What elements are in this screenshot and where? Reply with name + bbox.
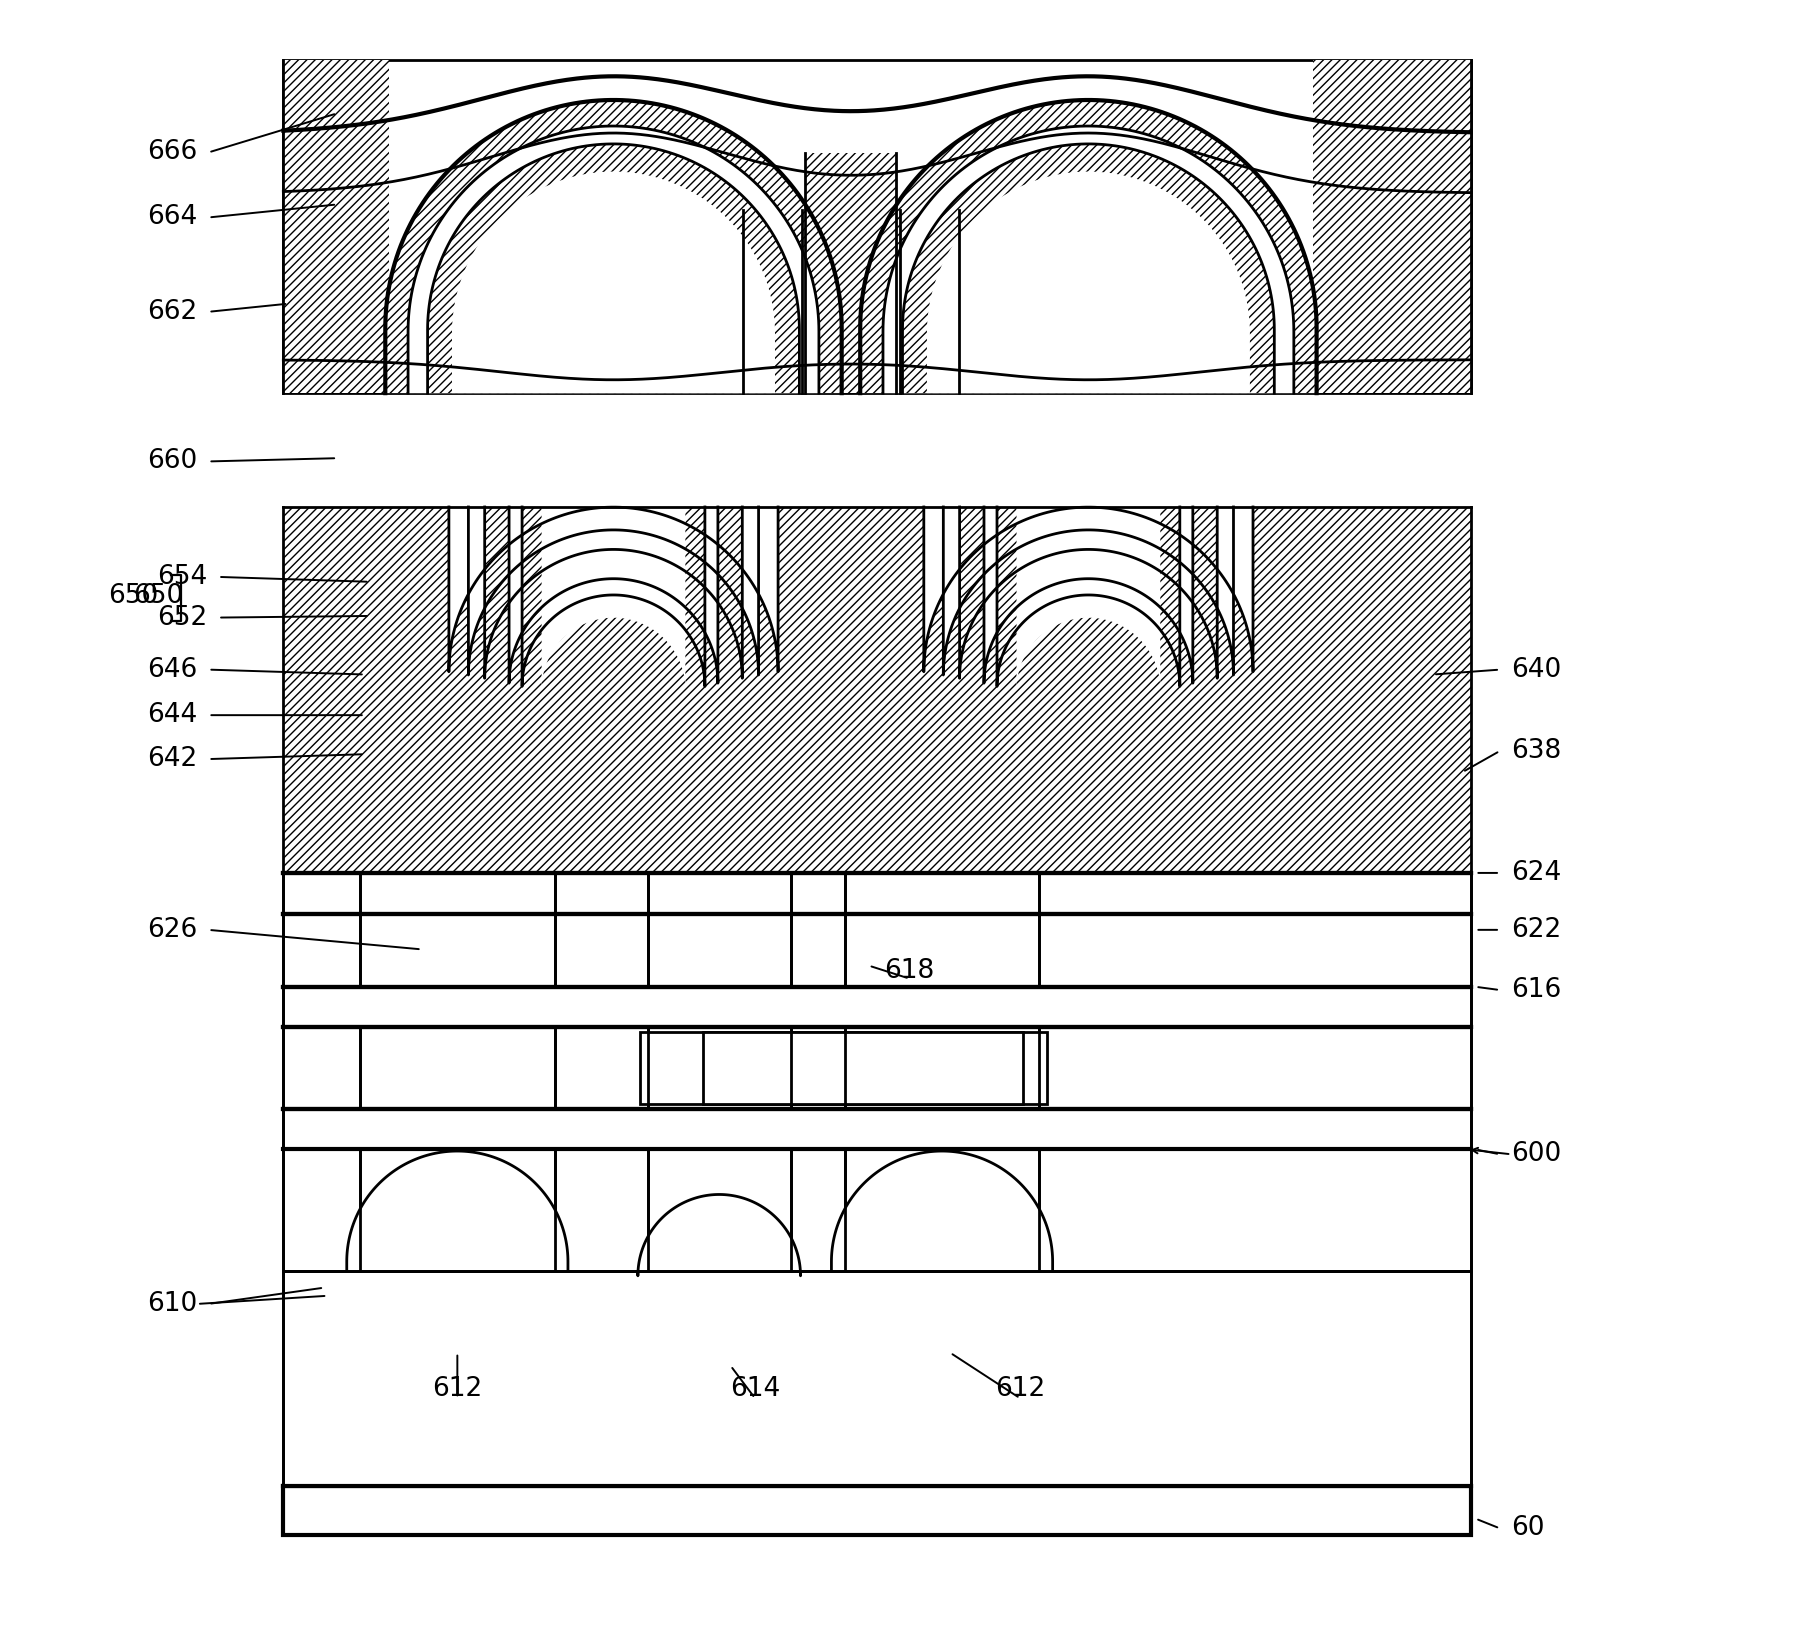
Polygon shape bbox=[522, 508, 706, 687]
Bar bbox=[791, 1028, 844, 1108]
Text: 662: 662 bbox=[147, 299, 196, 325]
Polygon shape bbox=[902, 144, 1275, 393]
Bar bbox=[844, 1028, 1039, 1108]
Bar bbox=[806, 153, 897, 393]
Text: 60: 60 bbox=[1512, 1516, 1544, 1541]
Bar bbox=[284, 1108, 1470, 1149]
Bar bbox=[648, 873, 791, 914]
Bar bbox=[844, 914, 1039, 987]
Polygon shape bbox=[984, 508, 1193, 684]
Bar bbox=[555, 1149, 648, 1271]
Bar bbox=[702, 1033, 1024, 1103]
Bar bbox=[284, 1271, 1470, 1487]
Polygon shape bbox=[944, 508, 1233, 676]
Bar bbox=[360, 873, 555, 914]
Bar bbox=[844, 1149, 1039, 1271]
Text: 638: 638 bbox=[1512, 738, 1561, 764]
Bar bbox=[284, 914, 360, 987]
Polygon shape bbox=[407, 126, 819, 393]
Text: 666: 666 bbox=[147, 139, 196, 165]
Polygon shape bbox=[542, 508, 686, 690]
Text: 622: 622 bbox=[1512, 917, 1561, 943]
Bar bbox=[284, 1149, 360, 1271]
Polygon shape bbox=[386, 100, 842, 393]
Polygon shape bbox=[1017, 508, 1161, 690]
Bar bbox=[791, 914, 844, 987]
Bar bbox=[555, 1028, 648, 1108]
Bar bbox=[1039, 1149, 1470, 1271]
Polygon shape bbox=[427, 144, 799, 393]
Bar bbox=[900, 211, 959, 393]
Bar bbox=[640, 1033, 1048, 1103]
Polygon shape bbox=[509, 508, 719, 684]
Polygon shape bbox=[997, 508, 1181, 687]
Text: 646: 646 bbox=[147, 656, 196, 682]
Text: 616: 616 bbox=[1512, 978, 1561, 1004]
Polygon shape bbox=[928, 171, 1250, 393]
Bar bbox=[1039, 914, 1470, 987]
Bar bbox=[1039, 1028, 1470, 1108]
Polygon shape bbox=[638, 1195, 800, 1276]
Polygon shape bbox=[860, 100, 1317, 393]
Polygon shape bbox=[451, 171, 775, 393]
Bar bbox=[360, 1028, 555, 1108]
Bar bbox=[1039, 873, 1470, 914]
Bar bbox=[360, 914, 555, 987]
Text: 624: 624 bbox=[1512, 860, 1561, 886]
Bar bbox=[360, 1149, 555, 1271]
Text: 660: 660 bbox=[147, 449, 196, 475]
Bar bbox=[648, 914, 791, 987]
Text: 600: 600 bbox=[1512, 1141, 1561, 1167]
Text: 664: 664 bbox=[147, 204, 196, 230]
Bar bbox=[284, 1028, 1470, 1108]
Bar bbox=[1313, 60, 1470, 393]
Text: 652: 652 bbox=[156, 604, 207, 630]
Text: 640: 640 bbox=[1512, 656, 1561, 682]
Bar bbox=[284, 60, 389, 393]
Polygon shape bbox=[924, 508, 1253, 672]
Bar bbox=[284, 1028, 360, 1108]
Bar bbox=[284, 914, 1470, 987]
Bar bbox=[284, 1487, 1470, 1534]
Bar bbox=[744, 211, 802, 393]
Polygon shape bbox=[484, 508, 742, 679]
Text: 612: 612 bbox=[433, 1376, 482, 1402]
Bar bbox=[555, 873, 648, 914]
Bar bbox=[284, 1149, 1470, 1271]
Text: 644: 644 bbox=[147, 702, 196, 728]
Bar bbox=[284, 873, 360, 914]
Bar bbox=[640, 1033, 1048, 1103]
Polygon shape bbox=[449, 508, 779, 672]
Bar bbox=[648, 1149, 791, 1271]
Text: 612: 612 bbox=[995, 1376, 1046, 1402]
Polygon shape bbox=[960, 508, 1217, 679]
Bar bbox=[284, 60, 1470, 393]
Text: 650: 650 bbox=[133, 583, 184, 609]
Polygon shape bbox=[882, 126, 1293, 393]
Bar bbox=[284, 508, 1470, 873]
Text: 642: 642 bbox=[147, 746, 196, 772]
Bar bbox=[791, 1149, 844, 1271]
Bar bbox=[284, 873, 1470, 914]
Polygon shape bbox=[347, 1151, 568, 1271]
Bar bbox=[648, 1028, 791, 1108]
Bar bbox=[284, 987, 1470, 1028]
Text: 618: 618 bbox=[884, 958, 935, 984]
Text: 610: 610 bbox=[147, 1291, 196, 1317]
Polygon shape bbox=[469, 508, 759, 676]
Polygon shape bbox=[831, 1151, 1053, 1271]
Text: 614: 614 bbox=[729, 1376, 780, 1402]
Bar bbox=[791, 873, 844, 914]
Text: 650: 650 bbox=[107, 583, 158, 609]
Text: 654: 654 bbox=[156, 565, 207, 589]
Text: 626: 626 bbox=[147, 917, 196, 943]
Bar bbox=[555, 914, 648, 987]
Bar bbox=[844, 873, 1039, 914]
